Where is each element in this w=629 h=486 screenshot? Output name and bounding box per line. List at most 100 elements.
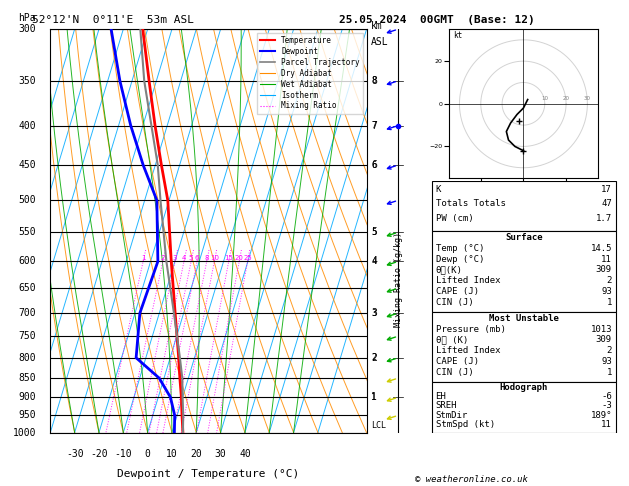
Text: Pressure (mb): Pressure (mb) [435,325,505,333]
Text: Mixing Ratio (g/kg): Mixing Ratio (g/kg) [394,232,403,327]
Text: 500: 500 [18,195,36,205]
Text: 450: 450 [18,160,36,170]
Text: 2: 2 [371,353,376,362]
Text: 10: 10 [166,449,178,459]
Text: 11: 11 [601,255,612,263]
Text: 350: 350 [18,76,36,86]
FancyBboxPatch shape [431,312,616,382]
Text: 11: 11 [601,420,612,429]
Text: 6: 6 [195,255,199,261]
Text: 1013: 1013 [591,325,612,333]
Text: 750: 750 [18,331,36,341]
Text: 8: 8 [204,255,209,261]
Text: 1000: 1000 [13,428,36,437]
Text: 20: 20 [562,96,570,101]
Text: Dewp (°C): Dewp (°C) [435,255,484,263]
Legend: Temperature, Dewpoint, Parcel Trajectory, Dry Adiabat, Wet Adiabat, Isotherm, Mi: Temperature, Dewpoint, Parcel Trajectory… [257,33,363,114]
Text: 4: 4 [182,255,186,261]
Text: 2: 2 [606,346,612,355]
Text: θᴇ(K): θᴇ(K) [435,265,462,274]
Text: 6: 6 [371,160,377,170]
Text: 14.5: 14.5 [591,244,612,253]
Text: PW (cm): PW (cm) [435,214,473,223]
Text: 15: 15 [225,255,233,261]
Text: 2: 2 [371,353,377,363]
Text: -30: -30 [66,449,84,459]
Text: 5: 5 [371,227,377,237]
Text: 800: 800 [18,353,36,363]
Text: 2: 2 [160,255,165,261]
Text: 93: 93 [601,287,612,296]
FancyBboxPatch shape [431,181,616,231]
Text: 8: 8 [371,76,377,86]
Text: CIN (J): CIN (J) [435,368,473,377]
Text: 650: 650 [18,283,36,293]
Text: 1: 1 [606,368,612,377]
Text: 20: 20 [235,255,243,261]
Text: 1: 1 [141,255,145,261]
Text: 1: 1 [371,393,376,402]
Text: 4: 4 [371,257,376,266]
Text: K: K [435,185,441,194]
Text: Dewpoint / Temperature (°C): Dewpoint / Temperature (°C) [118,469,299,479]
Text: hPa: hPa [18,13,36,23]
Text: Most Unstable: Most Unstable [489,314,559,323]
Text: 47: 47 [601,199,612,208]
Text: -6: -6 [601,392,612,401]
Text: CAPE (J): CAPE (J) [435,357,479,366]
Text: 52°12'N  0°11'E  53m ASL: 52°12'N 0°11'E 53m ASL [32,15,194,25]
Text: 17: 17 [601,185,612,194]
Text: 40: 40 [239,449,251,459]
FancyBboxPatch shape [431,382,616,433]
Text: 2: 2 [606,276,612,285]
Text: StmSpd (kt): StmSpd (kt) [435,420,494,429]
Text: 3: 3 [371,308,377,318]
Text: 7: 7 [371,121,377,131]
Text: 3: 3 [371,309,376,317]
Text: 8: 8 [371,76,376,86]
Text: 20: 20 [191,449,202,459]
Text: 309: 309 [596,335,612,345]
Text: 30: 30 [584,96,591,101]
Text: km: km [371,21,383,31]
FancyBboxPatch shape [431,231,616,312]
Text: 950: 950 [18,410,36,420]
Text: 300: 300 [18,24,36,34]
Text: 0: 0 [145,449,150,459]
Text: 7: 7 [371,121,376,130]
Text: 550: 550 [18,227,36,237]
Text: StmDir: StmDir [435,411,468,419]
Text: 5: 5 [189,255,193,261]
Text: -10: -10 [114,449,132,459]
Text: 189°: 189° [591,411,612,419]
Text: 30: 30 [214,449,226,459]
Text: θᴇ (K): θᴇ (K) [435,335,468,345]
Text: 4: 4 [371,257,377,266]
Text: EH: EH [435,392,446,401]
Text: 25: 25 [243,255,252,261]
Text: 400: 400 [18,121,36,131]
Text: LCL: LCL [371,421,386,430]
Text: 700: 700 [18,308,36,318]
Text: Surface: Surface [505,233,543,242]
Text: 3: 3 [173,255,177,261]
Text: SREH: SREH [435,401,457,411]
Text: kt: kt [453,31,462,40]
Text: -20: -20 [90,449,108,459]
Text: Hodograph: Hodograph [499,383,548,392]
Text: CAPE (J): CAPE (J) [435,287,479,296]
Text: 1: 1 [606,297,612,307]
Text: 10: 10 [541,96,548,101]
Text: 5: 5 [371,228,376,237]
Text: 6: 6 [371,160,376,170]
Text: CIN (J): CIN (J) [435,297,473,307]
Text: © weatheronline.co.uk: © weatheronline.co.uk [415,474,528,484]
Text: Lifted Index: Lifted Index [435,276,500,285]
Text: 25.05.2024  00GMT  (Base: 12): 25.05.2024 00GMT (Base: 12) [339,15,535,25]
Text: Totals Totals: Totals Totals [435,199,505,208]
Text: ASL: ASL [371,37,389,47]
Text: 900: 900 [18,392,36,402]
Text: 10: 10 [210,255,219,261]
Text: 1: 1 [371,392,377,402]
Text: 309: 309 [596,265,612,274]
